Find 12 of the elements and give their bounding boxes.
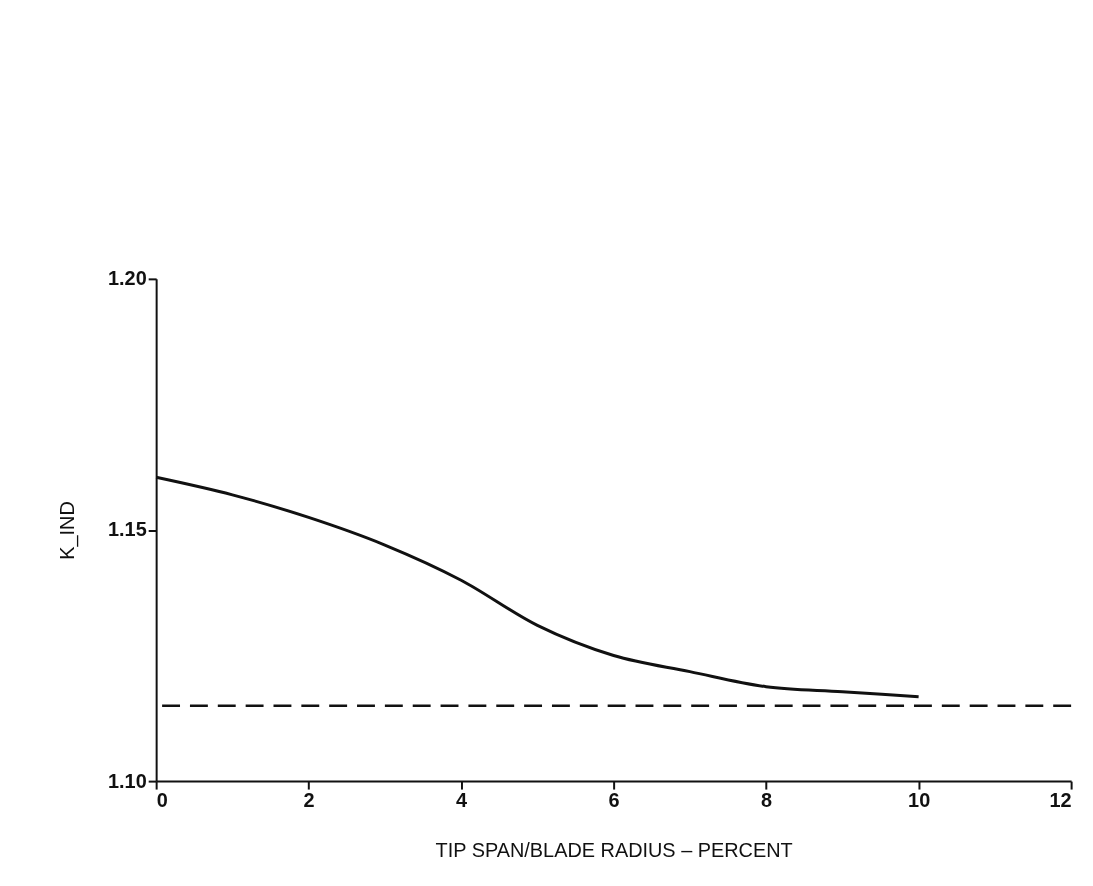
x-tick-label: 12 [1049,789,1072,812]
x-tick-label: 4 [456,789,468,812]
x-axis-title: TIP SPAN/BLADE RADIUS – PERCENT [435,839,793,862]
x-tick-label: 2 [303,789,315,812]
y-axis-title: K_IND [56,501,80,560]
y-tick-label: 1.20 [108,267,147,290]
y-tick-label: 1.15 [108,518,147,541]
x-tick-label: 10 [908,789,931,812]
x-tick-label: 8 [761,789,773,812]
y-tick-label: 1.10 [108,769,147,792]
x-tick-label: 0 [156,789,168,812]
x-tick-label: 6 [608,789,620,812]
